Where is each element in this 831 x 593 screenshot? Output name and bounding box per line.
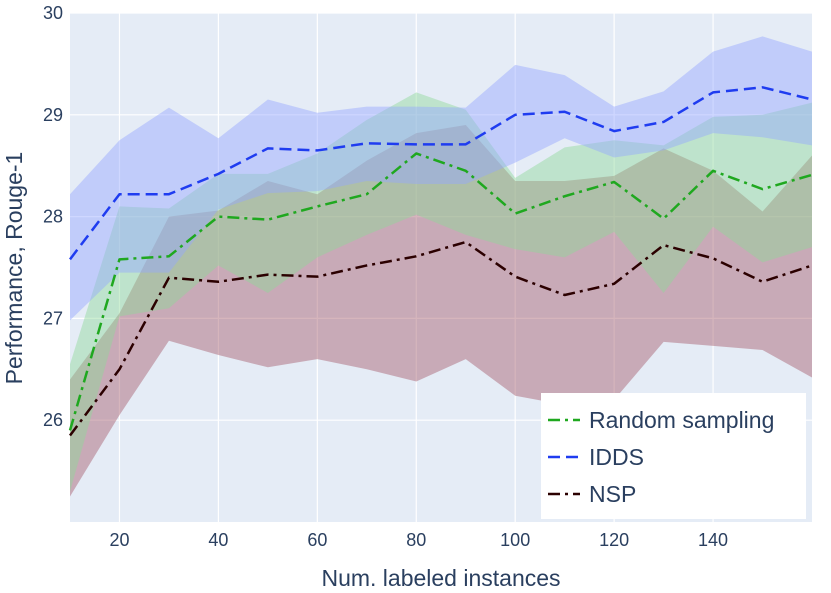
y-tick-labels: 26 27 28 29 30: [43, 3, 63, 430]
x-tick-label: 20: [109, 530, 129, 550]
x-tick-label: 40: [208, 530, 228, 550]
band-idds: [70, 36, 812, 321]
x-axis-title: Num. labeled instances: [321, 565, 560, 591]
legend-label-nsp: NSP: [589, 481, 636, 507]
y-axis-title: Performance, Rouge-1: [1, 152, 27, 385]
series-lines: [68, 86, 813, 437]
legend: Random sampling IDDS NSP: [541, 393, 806, 519]
legend-label-random-sampling: Random sampling: [589, 407, 774, 433]
y-tick-label: 29: [43, 105, 63, 125]
legend-box: [541, 393, 806, 519]
y-tick-label: 27: [43, 308, 63, 328]
x-tick-label: 140: [698, 530, 728, 550]
y-tick-label: 26: [43, 410, 63, 430]
y-tick-label: 28: [43, 207, 63, 227]
legend-label-idds: IDDS: [589, 444, 644, 470]
line-random-sampling: [68, 152, 813, 431]
x-tick-label: 100: [500, 530, 530, 550]
legend-items: Random sampling IDDS NSP: [548, 407, 774, 507]
x-tick-label: 120: [599, 530, 629, 550]
y-tick-label: 30: [43, 3, 63, 23]
line-nsp: [68, 240, 813, 437]
line-idds: [69, 86, 813, 261]
x-tick-label: 60: [307, 530, 327, 550]
x-tick-label: 80: [406, 530, 426, 550]
grid: [70, 12, 812, 522]
x-tick-labels: 20 40 60 80 100 120 140: [109, 530, 728, 550]
